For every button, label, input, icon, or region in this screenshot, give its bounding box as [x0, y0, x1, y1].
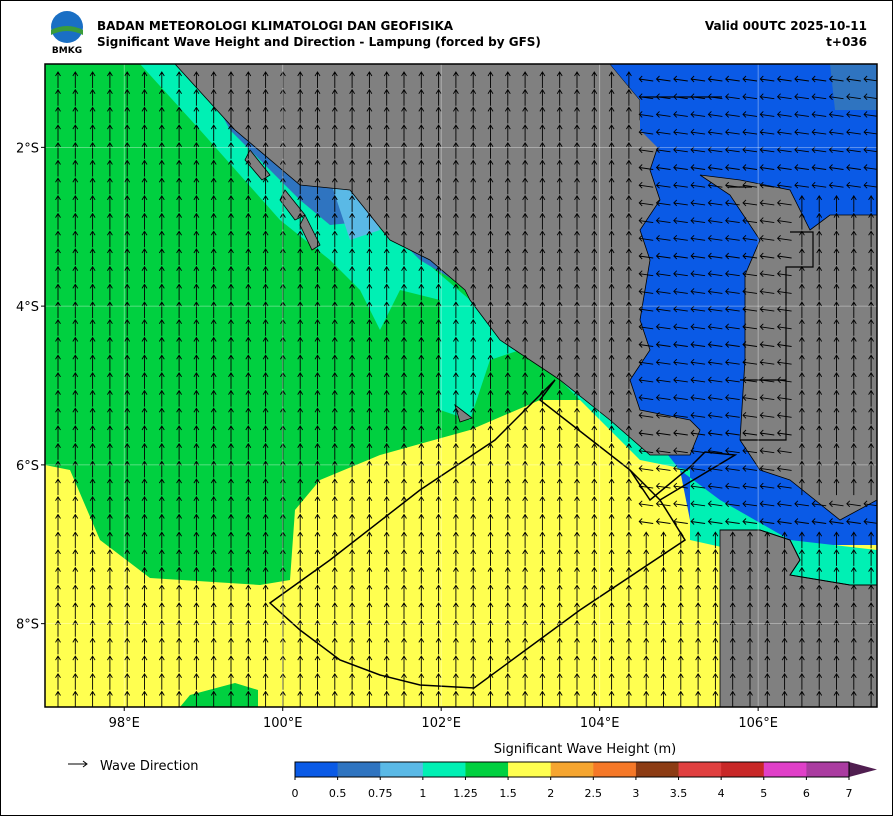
forecast-step: t+036 — [826, 35, 867, 49]
colorbar-bin — [380, 762, 424, 777]
colorbar: 0 0.5 0.75 1 1.25 1.5 2 2.5 3 3.5 4 5 6 7 — [292, 761, 877, 800]
map-border — [44, 63, 878, 708]
colorbar-tick-label: 1.25 — [453, 787, 478, 800]
colorbar-tick-label: 4 — [718, 787, 725, 800]
lat-tick-label: 8°S — [16, 618, 39, 633]
lon-tick-label: 104°E — [580, 716, 620, 731]
colorbar-bin — [422, 762, 466, 777]
colorbar-tick-label: 7 — [846, 787, 853, 800]
colorbar-bin — [635, 762, 680, 777]
wave-arrows — [55, 71, 877, 707]
lon-tick-label: 106°E — [738, 716, 778, 731]
colorbar-tick-label: 3.5 — [670, 787, 688, 800]
colorbar-border — [294, 761, 850, 778]
lon-tick-label: 102°E — [421, 716, 461, 731]
lat-tick-label: 4°S — [16, 300, 39, 315]
legend-arrow-head — [82, 760, 88, 768]
map — [45, 64, 877, 707]
lat-tick-label: 2°S — [16, 141, 39, 156]
colorbar-bin — [721, 762, 765, 777]
logo: BMKG — [51, 11, 83, 56]
colorbar-bin — [465, 762, 509, 777]
admin-lines — [640, 96, 814, 441]
colorbar-tick-label: 1 — [419, 787, 426, 800]
colorbar-bin — [508, 762, 552, 777]
lon-tick-label: 100°E — [263, 716, 303, 731]
province-outline — [268, 379, 738, 689]
colorbar-bin — [550, 762, 594, 777]
colorbar-tick-label: 2.5 — [585, 787, 603, 800]
colorbar-bin — [295, 762, 339, 777]
colorbar-tick-label: 2 — [547, 787, 554, 800]
legend-label: Wave Direction — [100, 759, 199, 774]
axis-ticks: 98°E 100°E 102°E 104°E 106°E 2°S 4°S 6°S 8°S — [16, 141, 778, 731]
colorbar-title: Significant Wave Height (m) — [494, 742, 676, 757]
arrow-field — [55, 71, 877, 707]
colorbar-tick-label: 0.5 — [329, 787, 347, 800]
graticule — [45, 64, 877, 707]
valid-time: Valid 00UTC 2025-10-11 — [705, 19, 867, 33]
colorbar-tick-label: 1.5 — [499, 787, 517, 800]
colorbar-tick-label: 6 — [803, 787, 810, 800]
colorbar-bin — [763, 762, 807, 777]
colorbar-tick-label: 0.75 — [368, 787, 393, 800]
lon-tick-label: 98°E — [109, 716, 140, 731]
colorbar-tick-label: 3 — [632, 787, 639, 800]
logo-text: BMKG — [52, 46, 82, 56]
colorbar-tick-label: 0 — [292, 787, 299, 800]
colorbar-extend — [849, 762, 877, 777]
colorbar-tick-label: 5 — [760, 787, 767, 800]
colorbar-bin — [806, 762, 850, 777]
colorbar-bin — [593, 762, 637, 777]
subtitle: Significant Wave Height and Direction - … — [97, 35, 541, 49]
lat-tick-label: 6°S — [16, 459, 39, 474]
title: BADAN METEOROLOGI KLIMATOLOGI DAN GEOFIS… — [97, 19, 454, 33]
colorbar-bin — [678, 762, 722, 777]
colorbar-bin — [337, 762, 381, 777]
